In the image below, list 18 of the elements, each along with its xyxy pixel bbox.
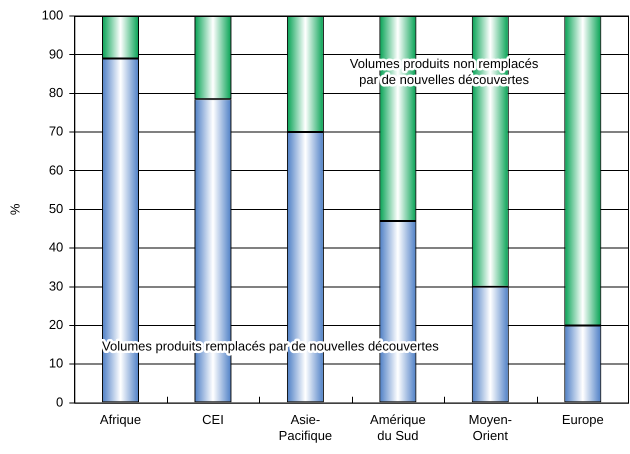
y-tick-label: 10 xyxy=(48,356,64,371)
y-tick-label: 50 xyxy=(48,200,64,216)
y-tick-label: 20 xyxy=(48,317,64,332)
x-tick-label: Afrique xyxy=(100,412,142,428)
y-tick-label: 80 xyxy=(48,84,64,100)
x-tick-label: Moyen-Orient xyxy=(468,412,512,443)
y-tick-label: 30 xyxy=(48,278,64,294)
y-tick-label: 90 xyxy=(48,46,64,62)
x-tick-label: Europe xyxy=(562,412,604,428)
x-tick-label: CEI xyxy=(202,412,224,428)
x-tick-label: Asie-Pacifique xyxy=(278,412,332,443)
x-tick-label: Amérique du Sud xyxy=(370,412,426,443)
y-axis-title: % xyxy=(7,203,22,216)
y-tick-label: 100 xyxy=(42,8,64,23)
y-tick-label: 70 xyxy=(48,124,64,139)
y-tick-label: 60 xyxy=(48,162,64,178)
y-tick-label: 0 xyxy=(56,394,64,410)
y-tick-label: 40 xyxy=(48,240,64,255)
